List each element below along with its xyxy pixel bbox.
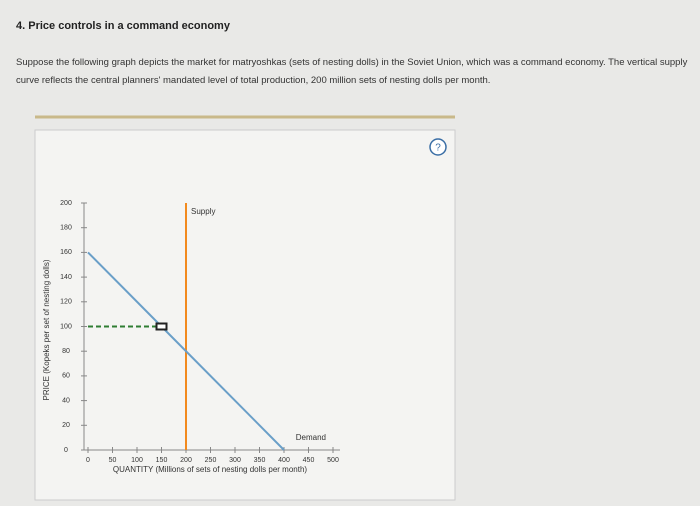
x-tick-label: 500 <box>327 457 339 464</box>
help-button[interactable] <box>429 138 447 156</box>
x-tick-label: 400 <box>278 457 290 464</box>
x-tick-label: 450 <box>303 457 315 464</box>
point-marker <box>155 322 168 331</box>
x-tick-label: 150 <box>156 457 168 464</box>
x-axis-label: QUANTITY (Millions of sets of nesting do… <box>113 465 307 474</box>
help-label: ? <box>435 143 441 154</box>
y-tick-label: 180 <box>60 225 72 232</box>
x-tick-label: 350 <box>254 457 266 464</box>
x-tick-label: 250 <box>205 457 217 464</box>
series-label: Demand <box>296 433 326 442</box>
question-text: Suppose the following graph depicts the … <box>16 57 688 86</box>
chart-box <box>34 129 456 501</box>
x-tick-label: 50 <box>109 457 117 464</box>
y-tick-label: 200 <box>60 200 72 207</box>
y-tick-label: 20 <box>62 422 70 429</box>
y-tick-label: 40 <box>62 397 70 404</box>
y-tick-label: 100 <box>60 323 72 330</box>
y-tick-label: 140 <box>60 274 72 281</box>
x-tick-label: 300 <box>229 457 241 464</box>
x-tick-label: 100 <box>131 457 143 464</box>
y-tick-label: 160 <box>60 249 72 256</box>
y-tick-label: 120 <box>60 299 72 306</box>
y-tick-label: 0 <box>64 447 68 454</box>
x-tick-label: 0 <box>86 457 90 464</box>
series-label: Supply <box>191 207 215 216</box>
x-tick-label: 200 <box>180 457 192 464</box>
y-tick-label: 80 <box>62 348 70 355</box>
question-title: 4. Price controls in a command economy <box>16 20 230 32</box>
y-axis-label: PRICE (Kopeks per set of nesting dolls) <box>42 259 51 400</box>
y-tick-label: 60 <box>62 373 70 380</box>
